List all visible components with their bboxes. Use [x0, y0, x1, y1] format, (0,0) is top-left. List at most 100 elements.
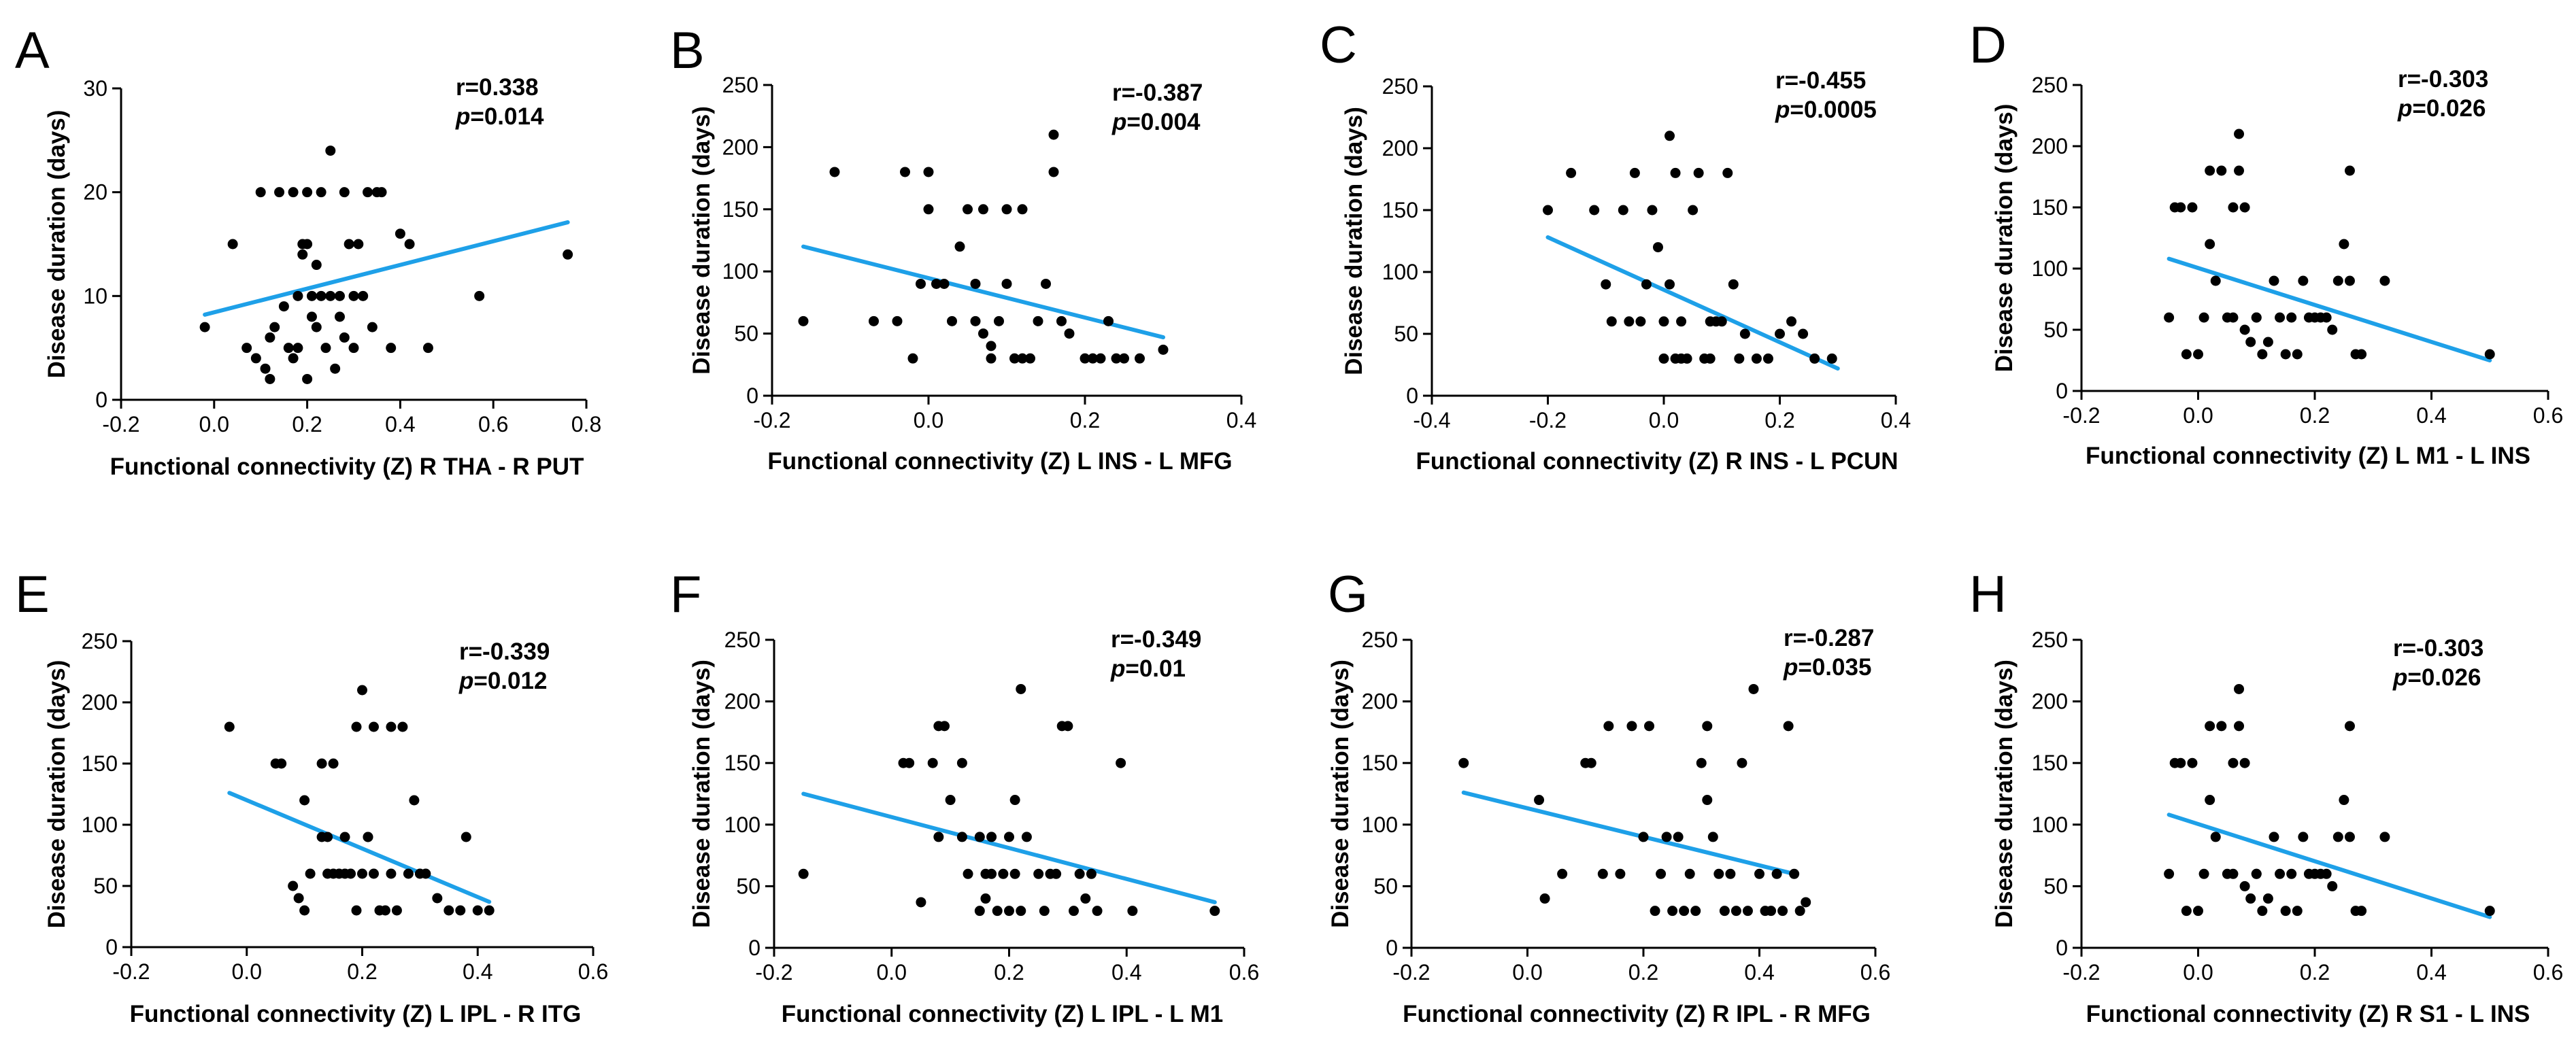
data-point: [2164, 312, 2175, 323]
data-point: [2280, 349, 2291, 360]
r-value: r=-0.349: [1111, 626, 1201, 653]
data-point: [1158, 344, 1169, 355]
data-point: [2175, 757, 2186, 768]
y-axis-title: Disease duration (days): [1341, 107, 1367, 375]
data-point: [900, 167, 910, 177]
y-tick-label: 200: [1362, 689, 1398, 714]
data-point: [970, 278, 981, 289]
data-point: [1056, 315, 1067, 326]
data-point: [1789, 868, 1800, 879]
data-point: [1751, 353, 1762, 364]
x-tick-label: 0.2: [1070, 408, 1100, 432]
data-point: [2205, 795, 2215, 806]
data-point: [1601, 279, 1611, 290]
data-point: [798, 868, 809, 879]
p-value: p=0.0005: [1775, 97, 1877, 123]
data-point: [1826, 353, 1837, 364]
data-point: [250, 353, 261, 364]
data-point: [302, 373, 313, 384]
data-point: [2164, 868, 2175, 879]
y-tick-label: 50: [2043, 318, 2068, 342]
data-point: [395, 228, 405, 239]
data-point: [461, 832, 471, 842]
data-point: [927, 757, 938, 768]
x-tick-label: 0.8: [571, 412, 601, 437]
data-point: [994, 315, 1004, 326]
data-point: [1722, 167, 1733, 178]
x-tick-label: 0.4: [1111, 960, 1141, 985]
data-point: [1719, 906, 1730, 917]
x-tick-label: 0.4: [1226, 408, 1256, 432]
data-point: [288, 880, 299, 891]
y-tick-label: 50: [2043, 874, 2068, 898]
data-point: [348, 290, 359, 301]
data-point: [386, 343, 397, 354]
y-tick-label: 50: [1394, 322, 1418, 346]
data-point: [2245, 893, 2256, 904]
panel-letter: A: [15, 22, 50, 80]
data-point: [2484, 349, 2495, 360]
x-tick-label: 0.0: [2183, 960, 2213, 985]
regression-line: [801, 791, 1217, 904]
data-point: [986, 341, 997, 352]
data-point: [2239, 202, 2250, 213]
data-point: [1597, 868, 1608, 879]
data-point: [1786, 316, 1797, 327]
data-point: [1589, 205, 1600, 216]
data-point: [2356, 349, 2367, 360]
data-point: [330, 363, 341, 374]
x-tick-label: -0.2: [753, 408, 790, 432]
r-value: r=-0.387: [1112, 80, 1203, 106]
y-tick-label: 0: [2056, 936, 2068, 960]
data-point: [2228, 868, 2239, 879]
data-point: [325, 146, 336, 156]
data-point: [798, 315, 809, 326]
x-tick-label: 0.0: [1512, 960, 1542, 985]
data-point: [1009, 353, 1020, 364]
x-axis-title: Functional connectivity (Z) R IPL - R MF…: [1403, 1001, 1871, 1027]
data-point: [351, 905, 362, 916]
data-point: [2181, 906, 2192, 917]
data-point: [1665, 131, 1675, 141]
data-point: [302, 239, 313, 250]
data-point: [320, 343, 331, 354]
data-point: [278, 301, 289, 312]
x-tick-label: 0.2: [1628, 960, 1658, 985]
data-point: [288, 187, 299, 198]
data-point: [293, 893, 304, 904]
data-point: [2344, 165, 2355, 176]
data-point: [2269, 832, 2279, 842]
data-point: [2198, 868, 2209, 879]
data-point: [1644, 721, 1655, 732]
p-value: p=0.014: [455, 103, 544, 130]
data-point: [260, 363, 271, 374]
p-value: p=0.026: [2397, 95, 2486, 122]
regression-line: [1461, 790, 1796, 876]
y-tick-label: 50: [1373, 874, 1398, 898]
data-point: [2251, 312, 2262, 323]
y-tick-label: 0: [1406, 383, 1418, 408]
data-point: [2344, 275, 2355, 286]
data-point: [1679, 906, 1690, 917]
data-point: [939, 278, 950, 289]
data-point: [916, 897, 926, 908]
data-point: [1766, 906, 1777, 917]
data-point: [1783, 721, 1794, 732]
data-point: [305, 868, 316, 879]
panel-letter: H: [1969, 566, 2007, 623]
panel-letter: C: [1320, 16, 1357, 74]
data-point: [351, 721, 362, 732]
data-point: [2234, 129, 2245, 139]
data-point: [2251, 868, 2262, 879]
y-tick-label: 250: [2032, 73, 2068, 97]
data-point: [2210, 275, 2221, 286]
data-point: [1209, 906, 1220, 917]
data-point: [892, 315, 903, 326]
x-axis-title: Functional connectivity (Z) L INS - L MF…: [767, 448, 1232, 475]
data-point: [945, 795, 956, 806]
data-point: [2257, 906, 2268, 917]
data-point: [978, 204, 988, 215]
y-tick-label: 250: [724, 628, 760, 652]
data-point: [956, 757, 967, 768]
regression-line: [801, 244, 1165, 340]
